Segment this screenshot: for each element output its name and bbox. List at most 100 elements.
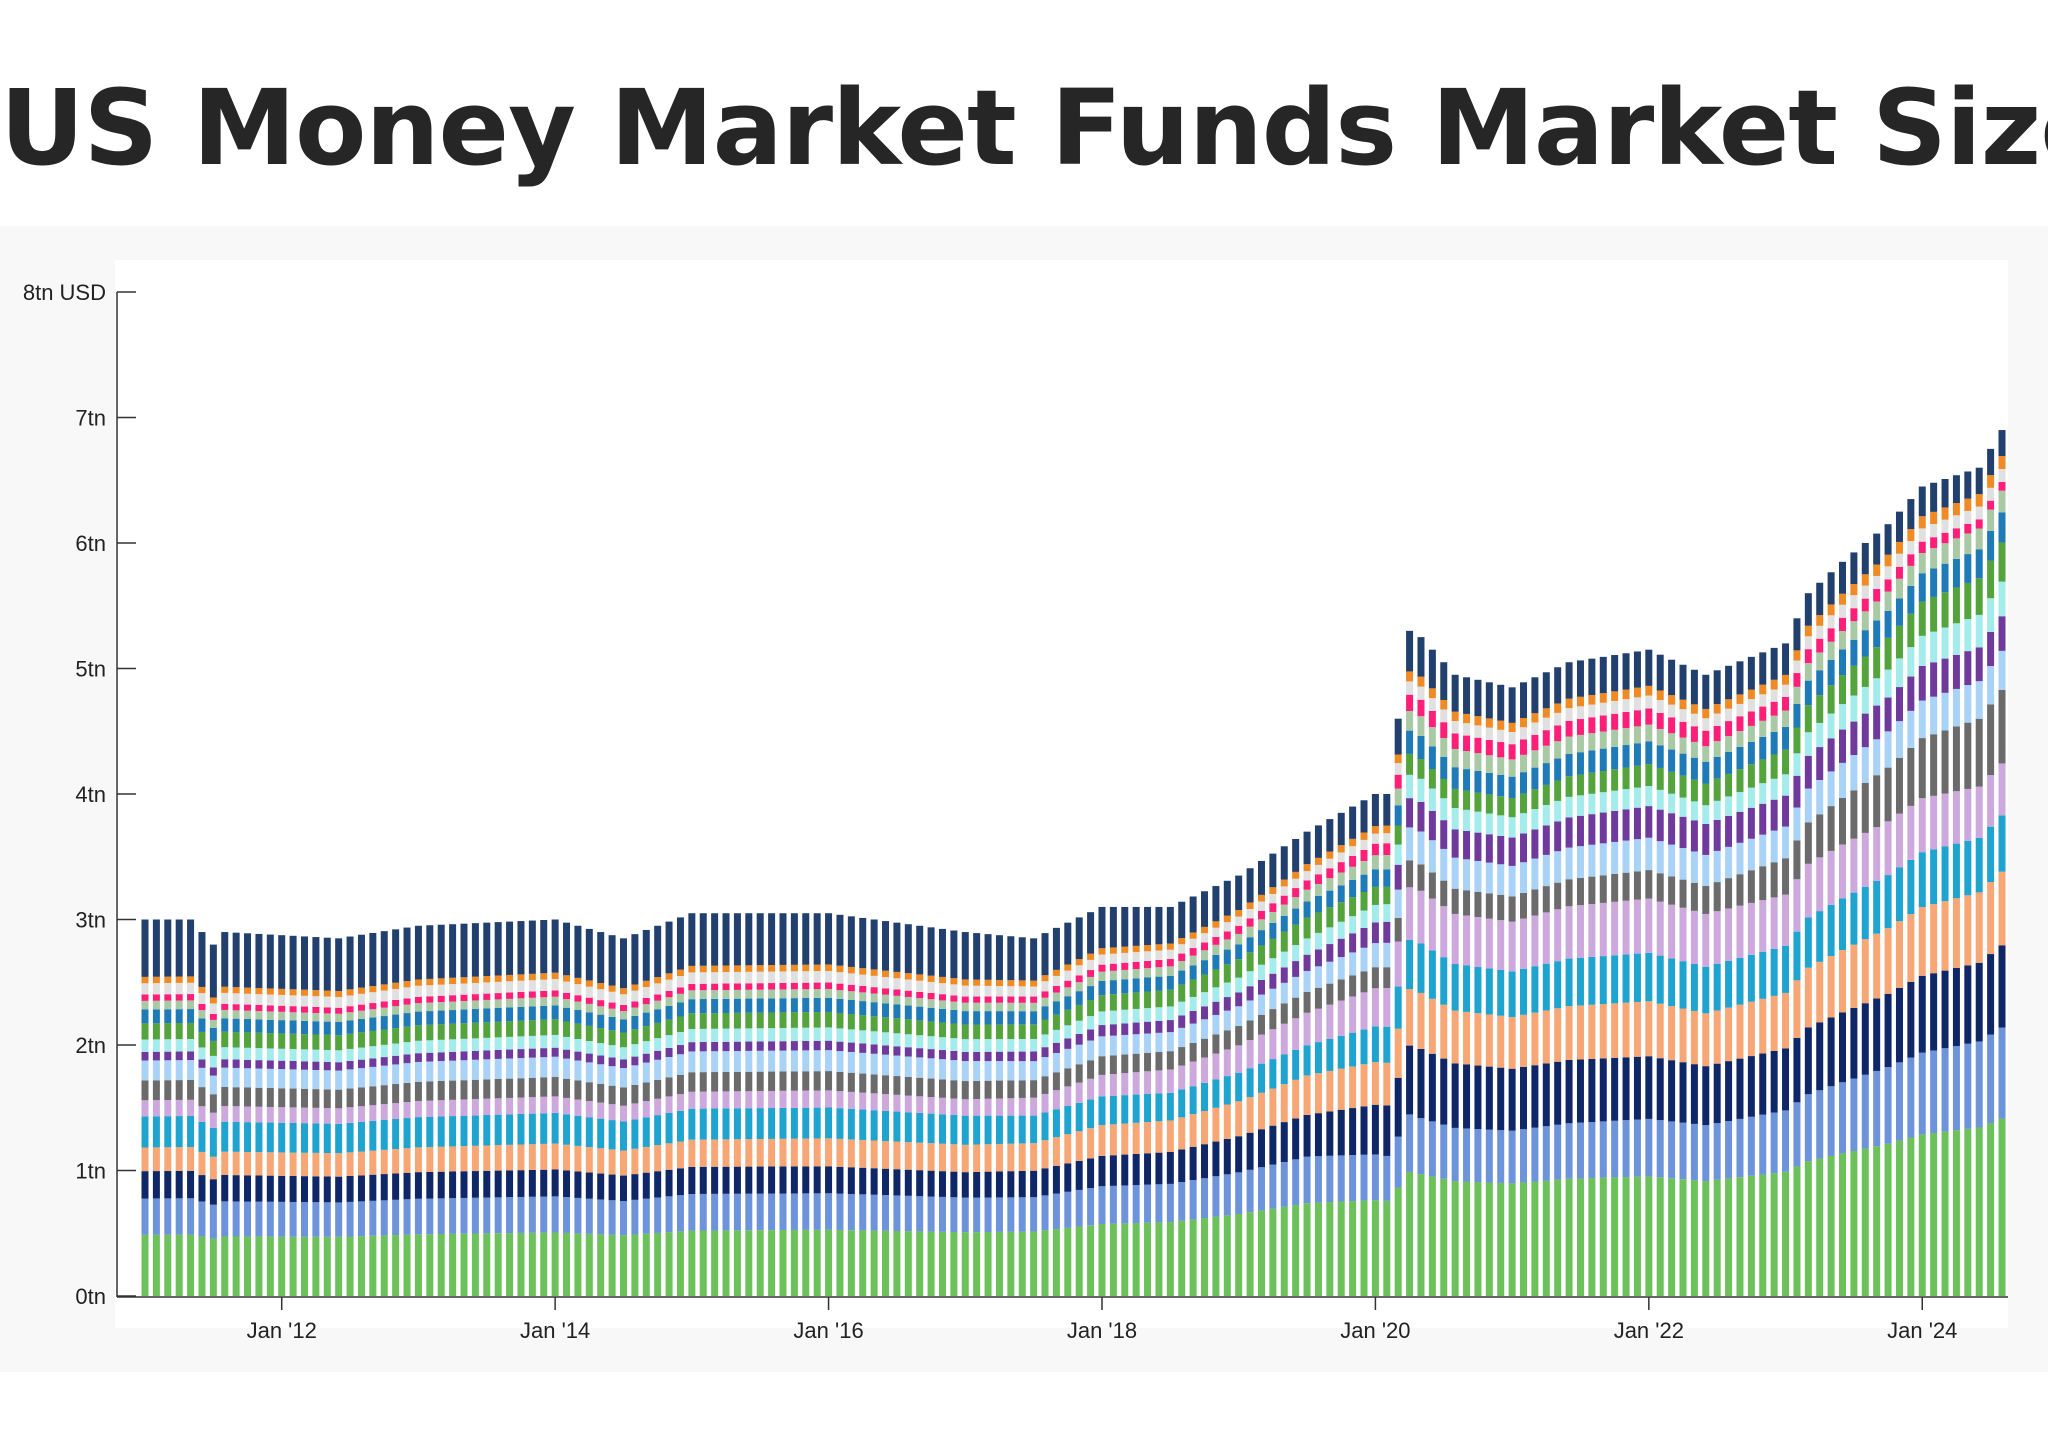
bar-segment-series-16 bbox=[506, 974, 514, 982]
bar-stack bbox=[1155, 906, 1163, 1296]
bar-segment-series-4 bbox=[449, 1146, 457, 1172]
bar-segment-series-4 bbox=[1861, 939, 1869, 1004]
bar-segment-series-17 bbox=[1759, 652, 1767, 685]
bar-segment-series-11 bbox=[1725, 773, 1733, 797]
bar-segment-series-16 bbox=[437, 978, 445, 985]
bar-segment-series-6 bbox=[733, 1091, 741, 1109]
bar-segment-series-8 bbox=[1109, 1035, 1117, 1056]
bar-segment-series-15 bbox=[449, 984, 457, 996]
bar-segment-series-12 bbox=[1292, 908, 1300, 925]
bar-segment-series-3 bbox=[255, 1175, 263, 1202]
bar-segment-series-2 bbox=[1873, 1070, 1881, 1147]
bar-segment-series-3 bbox=[1884, 993, 1892, 1068]
bar-segment-series-1 bbox=[1212, 1216, 1220, 1296]
bar-segment-series-10 bbox=[540, 1035, 548, 1049]
bar-segment-series-4 bbox=[1383, 1062, 1391, 1106]
bar-segment-series-1 bbox=[642, 1233, 650, 1296]
bar-segment-series-17 bbox=[665, 921, 673, 974]
bar-segment-series-13 bbox=[1542, 745, 1550, 764]
bar-segment-series-13 bbox=[813, 989, 821, 998]
bar-segment-series-6 bbox=[1850, 838, 1858, 893]
bar-segment-series-2 bbox=[1565, 1123, 1573, 1179]
bar-segment-series-4 bbox=[266, 1152, 274, 1176]
bar-stack bbox=[825, 913, 833, 1296]
bar-segment-series-8 bbox=[1326, 961, 1334, 984]
bar-segment-series-16 bbox=[289, 989, 297, 996]
bar-segment-series-16 bbox=[1679, 699, 1687, 710]
bar-segment-series-7 bbox=[141, 1080, 149, 1101]
bar-segment-series-13 bbox=[392, 1006, 400, 1015]
bar-segment-series-13 bbox=[232, 1010, 240, 1019]
bar-segment-series-2 bbox=[312, 1202, 320, 1237]
bar-segment-series-11 bbox=[1702, 783, 1710, 806]
bar-segment-series-7 bbox=[927, 1078, 935, 1098]
bar-segment-series-12 bbox=[1884, 610, 1892, 638]
bar-segment-series-3 bbox=[1018, 1170, 1026, 1198]
bar-stack bbox=[927, 927, 935, 1296]
bar-segment-series-3 bbox=[1246, 1132, 1254, 1170]
bar-segment-series-4 bbox=[1075, 1131, 1083, 1161]
bar-segment-series-14 bbox=[1474, 737, 1482, 754]
bar-segment-series-4 bbox=[1873, 933, 1881, 999]
bar-segment-series-4 bbox=[893, 1141, 901, 1170]
bar-segment-series-11 bbox=[1611, 769, 1619, 791]
bar-segment-series-16 bbox=[722, 965, 730, 973]
bar-segment-series-2 bbox=[426, 1198, 434, 1235]
bar-stack bbox=[312, 937, 320, 1296]
bar-segment-series-2 bbox=[802, 1193, 810, 1230]
bar-segment-series-6 bbox=[1861, 832, 1869, 887]
bar-segment-series-6 bbox=[1030, 1097, 1038, 1116]
bar-segment-series-8 bbox=[152, 1060, 160, 1081]
bar-stack bbox=[1645, 649, 1653, 1296]
bar-segment-series-6 bbox=[1314, 1008, 1322, 1043]
bar-segment-series-12 bbox=[1303, 901, 1311, 918]
bar-segment-series-1 bbox=[1223, 1215, 1231, 1296]
bar-segment-series-2 bbox=[1839, 1082, 1846, 1154]
bar-segment-series-4 bbox=[1451, 1010, 1459, 1064]
bar-segment-series-17 bbox=[1269, 853, 1277, 888]
bar-segment-series-5 bbox=[642, 1117, 650, 1147]
bar-segment-series-7 bbox=[471, 1079, 479, 1100]
bar-segment-series-10 bbox=[1212, 987, 1220, 1002]
bar-segment-series-12 bbox=[711, 998, 719, 1014]
bar-segment-series-5 bbox=[1759, 951, 1767, 999]
bar-segment-series-5 bbox=[1155, 1093, 1163, 1122]
bar-segment-series-11 bbox=[1975, 578, 1983, 615]
bar-segment-series-7 bbox=[403, 1082, 411, 1103]
bar-segment-series-12 bbox=[426, 1011, 434, 1025]
bar-segment-series-5 bbox=[1463, 965, 1471, 1012]
bar-segment-series-17 bbox=[1394, 718, 1402, 755]
bar-segment-series-5 bbox=[164, 1116, 172, 1148]
bar-segment-series-12 bbox=[1531, 767, 1539, 790]
bar-segment-series-1 bbox=[733, 1230, 741, 1296]
bar-segment-series-14 bbox=[1371, 843, 1379, 856]
bar-segment-series-16 bbox=[676, 969, 684, 977]
bar-segment-series-13 bbox=[1918, 553, 1926, 574]
bar-segment-series-16 bbox=[916, 974, 924, 981]
bar-segment-series-15 bbox=[1622, 699, 1630, 712]
bar-segment-series-12 bbox=[1907, 585, 1915, 614]
bar-segment-series-16 bbox=[574, 977, 582, 985]
bar-segment-series-13 bbox=[1474, 753, 1482, 771]
bar-segment-series-11 bbox=[506, 1021, 514, 1037]
bar-segment-series-12 bbox=[995, 1011, 1003, 1025]
bar-stack bbox=[1041, 933, 1049, 1296]
bar-segment-series-16 bbox=[1565, 698, 1573, 709]
bar-segment-series-14 bbox=[1360, 849, 1368, 861]
bar-segment-series-4 bbox=[198, 1151, 206, 1176]
bar-segment-series-5 bbox=[927, 1113, 935, 1144]
bar-segment-series-7 bbox=[1633, 871, 1641, 900]
bar-segment-series-10 bbox=[1987, 598, 1995, 632]
bar-segment-series-11 bbox=[289, 1033, 297, 1050]
bar-segment-series-16 bbox=[1064, 964, 1072, 971]
bar-segment-series-9 bbox=[1895, 687, 1903, 722]
bar-segment-series-9 bbox=[1280, 967, 1288, 983]
bar-segment-series-15 bbox=[768, 971, 776, 984]
bar-segment-series-17 bbox=[221, 932, 229, 987]
bar-segment-series-1 bbox=[528, 1232, 536, 1296]
bar-segment-series-13 bbox=[198, 1010, 206, 1019]
bar-segment-series-1 bbox=[882, 1230, 890, 1296]
bar-segment-series-14 bbox=[961, 996, 969, 1003]
bar-segment-series-9 bbox=[528, 1048, 536, 1058]
bar-segment-series-13 bbox=[494, 999, 502, 1008]
